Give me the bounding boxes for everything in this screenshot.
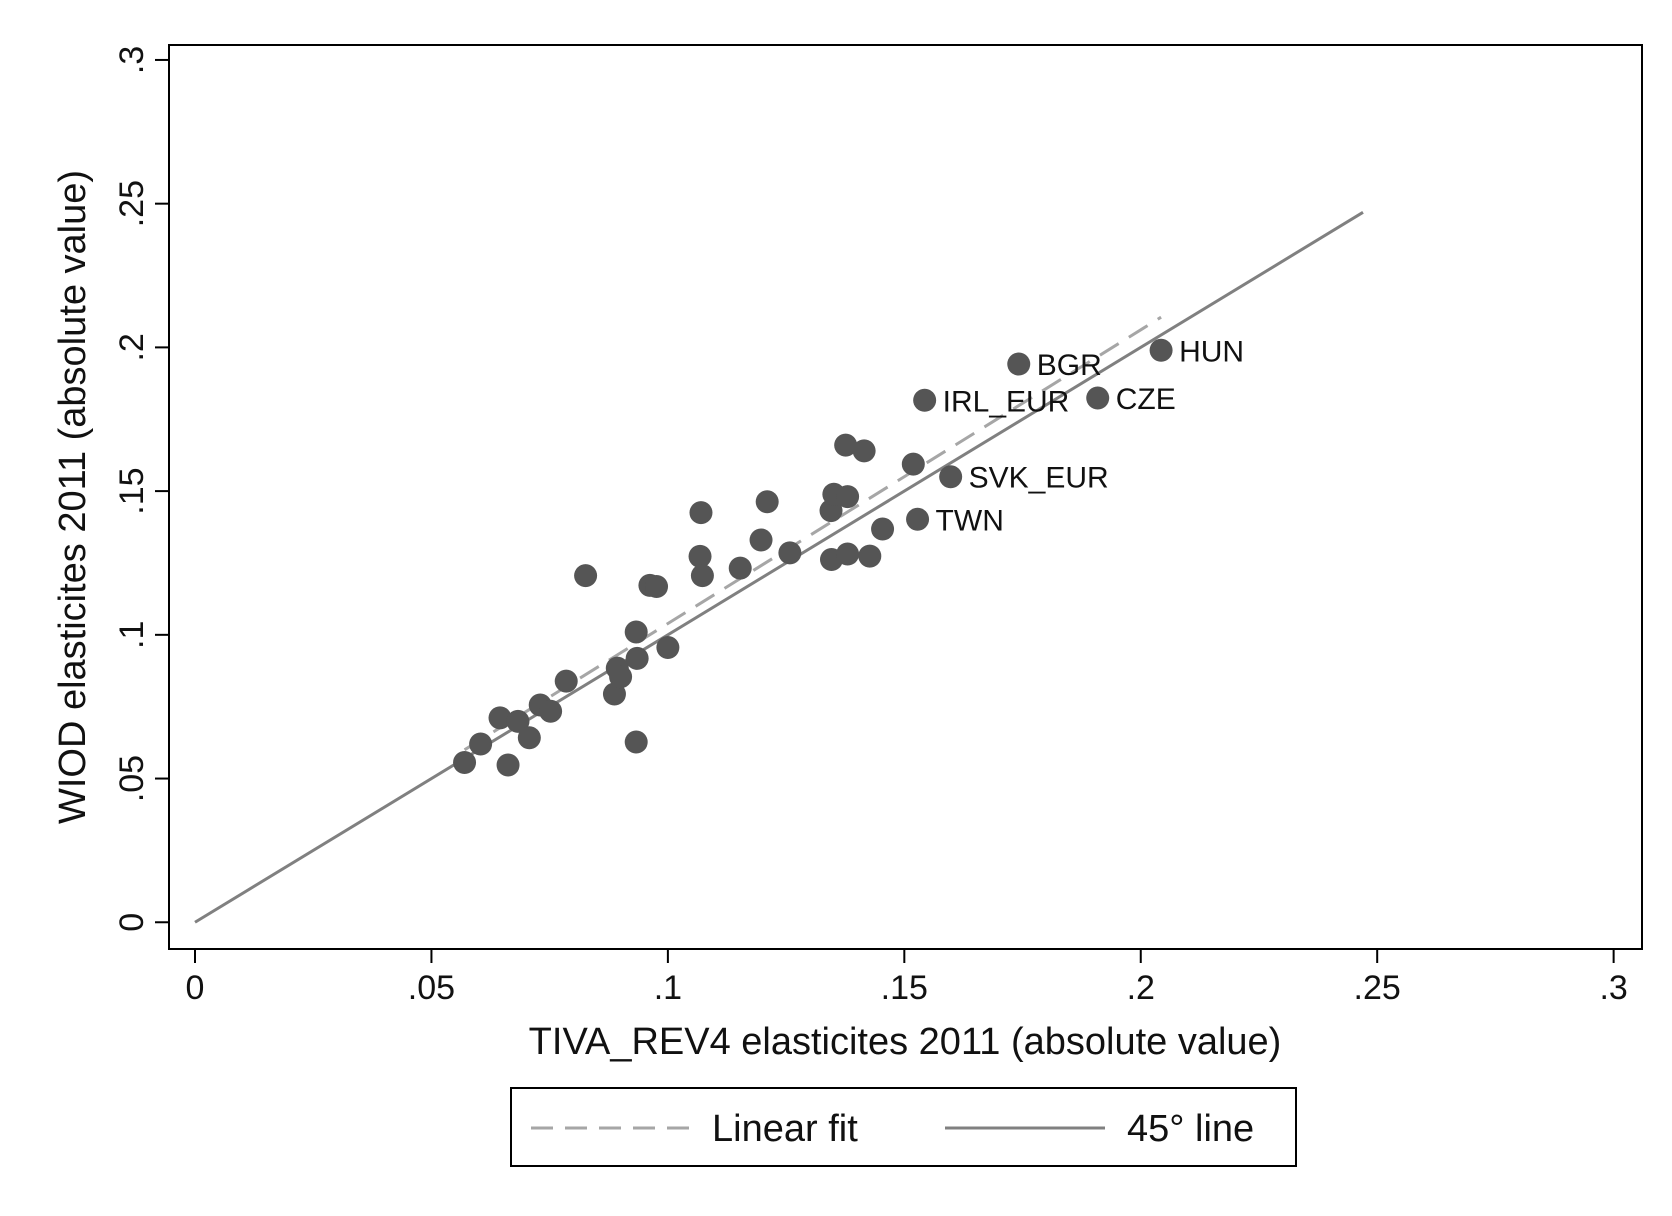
y-tick-label: .15 [113, 467, 151, 514]
scatter-point [1007, 352, 1031, 376]
x-tick-label: .1 [654, 969, 682, 1007]
scatter-point [517, 726, 541, 750]
scatter-point [574, 564, 598, 588]
y-axis-title: WIOD elasticites 2011 (absolute value) [52, 170, 94, 824]
scatter-point [852, 439, 876, 463]
scatter-point [609, 665, 633, 689]
scatter-point [624, 730, 648, 754]
scatter-point [488, 706, 512, 730]
point-label: TWN [936, 504, 1004, 537]
x-tick-label: .2 [1127, 969, 1155, 1007]
legend: Linear fit 45° line [510, 1087, 1297, 1167]
scatter-point [901, 452, 925, 476]
legend-45-line-label: 45° line [1127, 1108, 1254, 1150]
scatter-point [690, 564, 714, 588]
scatter-point [624, 620, 648, 644]
scatter-point [602, 682, 626, 706]
linear-fit-line [463, 315, 1162, 752]
y-tick-label: .25 [113, 180, 151, 227]
line-45-degree [194, 211, 1364, 924]
x-tick-label: .05 [408, 969, 455, 1007]
scatter-point [625, 646, 649, 670]
scatter-point [539, 699, 563, 723]
scatter-point [834, 433, 858, 457]
x-axis-title: TIVA_REV4 elasticites 2011 (absolute val… [529, 1021, 1282, 1063]
y-tick-label: .1 [113, 621, 151, 649]
scatter-point [645, 575, 669, 599]
point-label: SVK_EUR [969, 462, 1109, 495]
scatter-point [688, 544, 712, 568]
y-tick-label: 0 [113, 913, 151, 932]
scatter-point [778, 541, 802, 565]
x-tick-label: .25 [1354, 969, 1401, 1007]
x-tick-label: 0 [186, 969, 205, 1007]
scatter-point [858, 544, 882, 568]
scatter-point [906, 507, 930, 531]
scatter-point [469, 732, 493, 756]
scatter-point [939, 465, 963, 489]
point-label: CZE [1116, 383, 1176, 416]
point-label: HUN [1179, 335, 1244, 368]
x-axis: 0 .05 .1 .15 .2 .25 .3 [186, 949, 1628, 1007]
x-tick-label: .3 [1599, 969, 1627, 1007]
point-label: BGR [1037, 349, 1102, 382]
scatter-point [1086, 386, 1110, 410]
x-tick-label: .15 [881, 969, 928, 1007]
point-label: IRL_EUR [943, 385, 1070, 418]
scatter-point [749, 528, 773, 552]
scatter-point [496, 753, 520, 777]
y-tick-label: .2 [113, 333, 151, 361]
scatter-point [506, 709, 530, 733]
scatter-point [554, 669, 578, 693]
plot-frame [168, 44, 1643, 950]
scatter-point [1149, 338, 1173, 362]
legend-linear-fit-label: Linear fit [712, 1108, 858, 1150]
scatter-point [656, 635, 680, 659]
y-tick-label: .05 [113, 755, 151, 802]
scatter-point [728, 556, 752, 580]
scatter-point [871, 517, 895, 541]
scatter-point [453, 750, 477, 774]
scatter-point [913, 388, 937, 412]
scatter-point [836, 485, 860, 509]
scatter-point [689, 501, 713, 525]
scatter-point [836, 542, 860, 566]
scatter-point [755, 490, 779, 514]
y-tick-label: .3 [113, 46, 151, 74]
data-points [453, 338, 1173, 777]
fit-lines [194, 211, 1364, 924]
y-axis: 0 .05 .1 .15 .2 .25 .3 [113, 46, 169, 932]
